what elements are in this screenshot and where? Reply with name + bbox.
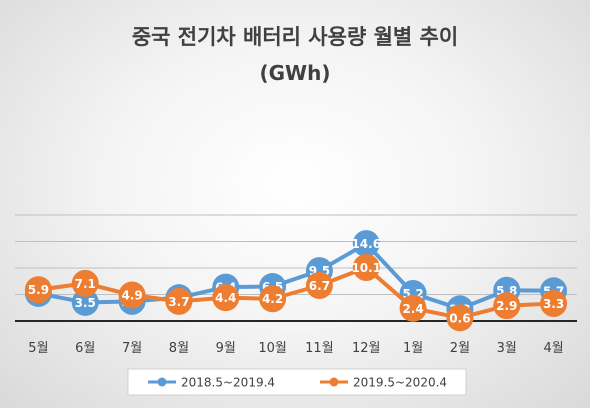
x-tick-label: 11월 [305, 341, 334, 356]
x-tick-label: 4월 [543, 341, 563, 356]
data-label: 7.1 [75, 277, 96, 291]
data-label: 3.7 [168, 295, 189, 309]
data-label: 2.4 [402, 302, 423, 316]
chart-title: 중국 전기차 배터리 사용량 월별 추이 [132, 25, 458, 49]
series-1: 5.23.53.74.46.46.59.514.65.22.35.85.7 [24, 230, 568, 323]
x-axis: 5월 6월 7월 8월 9월 10월 11월 12월 1월 2월 3월 4월 [15, 320, 577, 356]
data-point [305, 271, 333, 299]
series-line [36, 241, 556, 311]
x-tick-label: 9월 [216, 341, 236, 356]
data-label: 4.9 [121, 289, 142, 303]
data-label: 3.5 [75, 296, 96, 310]
series-2: 5.9 7.1 4.9 3.7 4.4 4.2 6.7 10.1 2.4 0.6 2.9 3.3 [24, 253, 568, 332]
data-point [399, 294, 427, 322]
x-tick-label: 6월 [75, 341, 95, 356]
legend-label: 2019.5~2020.4 [353, 376, 447, 390]
legend-label: 2018.5~2019.4 [181, 376, 275, 390]
data-label: 4.2 [262, 292, 283, 306]
data-point [352, 253, 380, 281]
x-tick-label: 8월 [169, 341, 189, 356]
x-tick-label: 2월 [450, 341, 470, 356]
data-point [118, 281, 146, 309]
data-label: 0.6 [449, 311, 470, 325]
x-tick-label: 7월 [122, 341, 142, 356]
data-point [24, 276, 52, 304]
legend-item: 2018.5~2019.4 [148, 376, 275, 390]
legend-swatch-marker [329, 377, 339, 387]
data-point [71, 269, 99, 297]
gridlines [15, 214, 577, 295]
data-point [446, 304, 474, 332]
data-point [540, 290, 568, 318]
legend: 2018.5~2019.4 2019.5~2020.4 [127, 368, 467, 396]
legend-box [127, 368, 467, 396]
data-point [352, 230, 380, 258]
legend-swatch-marker [157, 377, 167, 387]
data-label: 14.6 [351, 237, 381, 251]
data-point [71, 288, 99, 316]
chart-subtitle: (GWh) [260, 61, 331, 85]
data-point [165, 287, 193, 315]
data-label: 5.9 [28, 283, 49, 297]
data-point [493, 292, 521, 320]
data-point [259, 285, 287, 313]
x-tick-label: 12월 [352, 341, 381, 356]
data-point [212, 284, 240, 312]
data-label: 10.1 [351, 261, 381, 275]
data-label: 4.4 [215, 291, 236, 305]
series-line [36, 265, 556, 320]
legend-item: 2019.5~2020.4 [320, 376, 447, 390]
x-tick-label: 1월 [403, 341, 423, 356]
data-label: 2.9 [496, 299, 517, 313]
data-label: 6.7 [309, 279, 330, 293]
x-tick-label: 3월 [497, 341, 517, 356]
x-tick-label: 10월 [258, 341, 287, 356]
series-layer: 5.23.53.74.46.46.59.514.65.22.35.85.75.9… [24, 230, 568, 332]
x-tick-label: 5월 [28, 341, 48, 356]
data-label: 3.3 [543, 297, 564, 311]
